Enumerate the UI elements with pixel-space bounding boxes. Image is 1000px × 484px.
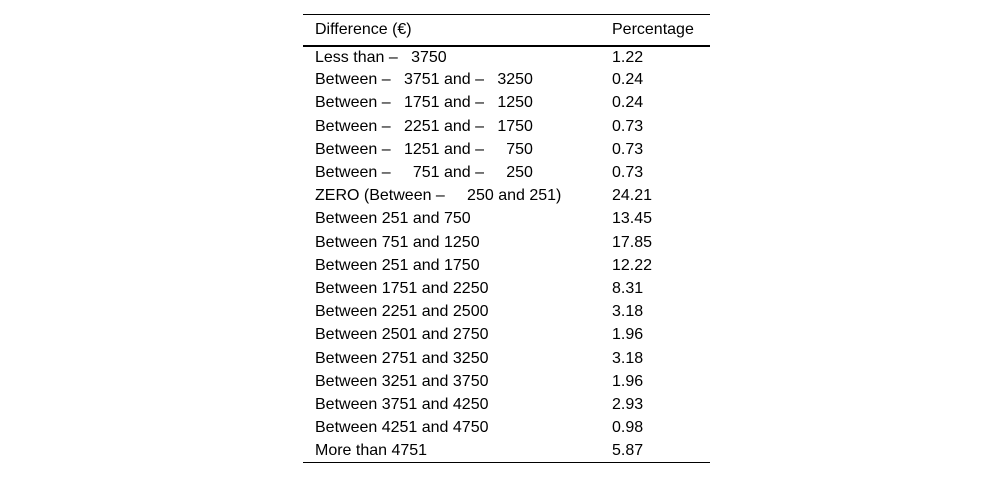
table-row: Between 2501 and 2750 1.96 xyxy=(303,324,710,347)
table-row: Between – 2251 and – 1750 0.73 xyxy=(303,115,710,138)
difference-cell: Between 3251 and 3750 xyxy=(315,372,489,390)
table-body: Less than – 3750 1.22 Between – 3751 and –… xyxy=(303,46,710,463)
table-row: ZERO (Between – 250 and 251) 24.21 xyxy=(303,185,710,208)
percentage-cell: 13.45 xyxy=(612,210,653,228)
difference-cell: Between – 751 and – 250 xyxy=(315,164,533,182)
table-row: Between 1751 and 2250 8.31 xyxy=(303,277,710,300)
percentage-cell: 12.22 xyxy=(612,256,653,274)
table-row: More than 4751 5.87 xyxy=(303,440,710,463)
table-row: Between 2251 and 2500 3.18 xyxy=(303,301,710,324)
difference-cell: Between 2251 and 2500 xyxy=(315,303,489,321)
difference-cell: Between – 2251 and – 1750 xyxy=(315,117,533,135)
difference-cell: Between 2751 and 3250 xyxy=(315,349,489,367)
percentage-cell: 0.98 xyxy=(612,419,644,437)
table-row: Between – 1751 and – 1250 0.24 xyxy=(303,92,710,115)
difference-cell: Between 4251 and 4750 xyxy=(315,419,489,437)
difference-cell: ZERO (Between – 250 and 251) xyxy=(315,187,562,205)
table-header: Difference (€) Percentage xyxy=(303,15,710,46)
difference-cell: Between 751 and 1250 xyxy=(315,233,480,251)
difference-cell: Between 251 and 1750 xyxy=(315,256,480,274)
header-row: Difference (€) Percentage xyxy=(303,15,710,46)
percentage-cell: 0.73 xyxy=(612,164,644,182)
difference-cell: Between 3751 and 4250 xyxy=(315,395,489,413)
percentage-cell: 5.87 xyxy=(612,442,644,460)
percentage-cell: 2.93 xyxy=(612,395,644,413)
percentage-cell: 17.85 xyxy=(612,233,653,251)
table-row: Between 751 and 1250 17.85 xyxy=(303,231,710,254)
percentage-cell: 1.22 xyxy=(612,48,644,66)
difference-cell: Between 2501 and 2750 xyxy=(315,326,489,344)
percentage-cell: 0.73 xyxy=(612,117,644,135)
percentage-cell: 3.18 xyxy=(612,349,644,367)
difference-cell: Between – 1251 and – 750 xyxy=(315,140,533,158)
table-row: Between 251 and 750 13.45 xyxy=(303,208,710,231)
table-row: Less than – 3750 1.22 xyxy=(303,46,710,69)
difference-cell: Between – 3751 and – 3250 xyxy=(315,71,533,89)
column-header-difference: Difference (€) xyxy=(315,20,412,38)
table-row: Between 2751 and 3250 3.18 xyxy=(303,347,710,370)
percentage-cell: 24.21 xyxy=(612,187,653,205)
table-row: Between – 1251 and – 750 0.73 xyxy=(303,138,710,161)
percentage-cell: 1.96 xyxy=(612,372,644,390)
percentage-cell: 0.24 xyxy=(612,71,644,89)
table-row: Between 251 and 1750 12.22 xyxy=(303,254,710,277)
difference-percentage-table: Difference (€) Percentage Less than – 37… xyxy=(303,14,710,464)
column-header-percentage: Percentage xyxy=(612,20,694,38)
difference-cell: Between 1751 and 2250 xyxy=(315,279,489,297)
difference-cell: Between – 1751 and – 1250 xyxy=(315,94,533,112)
percentage-cell: 0.73 xyxy=(612,140,644,158)
difference-cell: Less than – 3750 xyxy=(315,48,447,66)
table-row: Between 4251 and 4750 0.98 xyxy=(303,417,710,440)
difference-cell: More than 4751 xyxy=(315,442,428,460)
difference-cell: Between 251 and 750 xyxy=(315,210,471,228)
percentage-cell: 3.18 xyxy=(612,303,644,321)
table-row: Between 3251 and 3750 1.96 xyxy=(303,370,710,393)
percentage-cell: 1.96 xyxy=(612,326,644,344)
table-row: Between – 3751 and – 3250 0.24 xyxy=(303,69,710,92)
table-row: Between 3751 and 4250 2.93 xyxy=(303,393,710,416)
table-row: Between – 751 and – 250 0.73 xyxy=(303,161,710,184)
percentage-cell: 0.24 xyxy=(612,94,644,112)
percentage-cell: 8.31 xyxy=(612,279,644,297)
